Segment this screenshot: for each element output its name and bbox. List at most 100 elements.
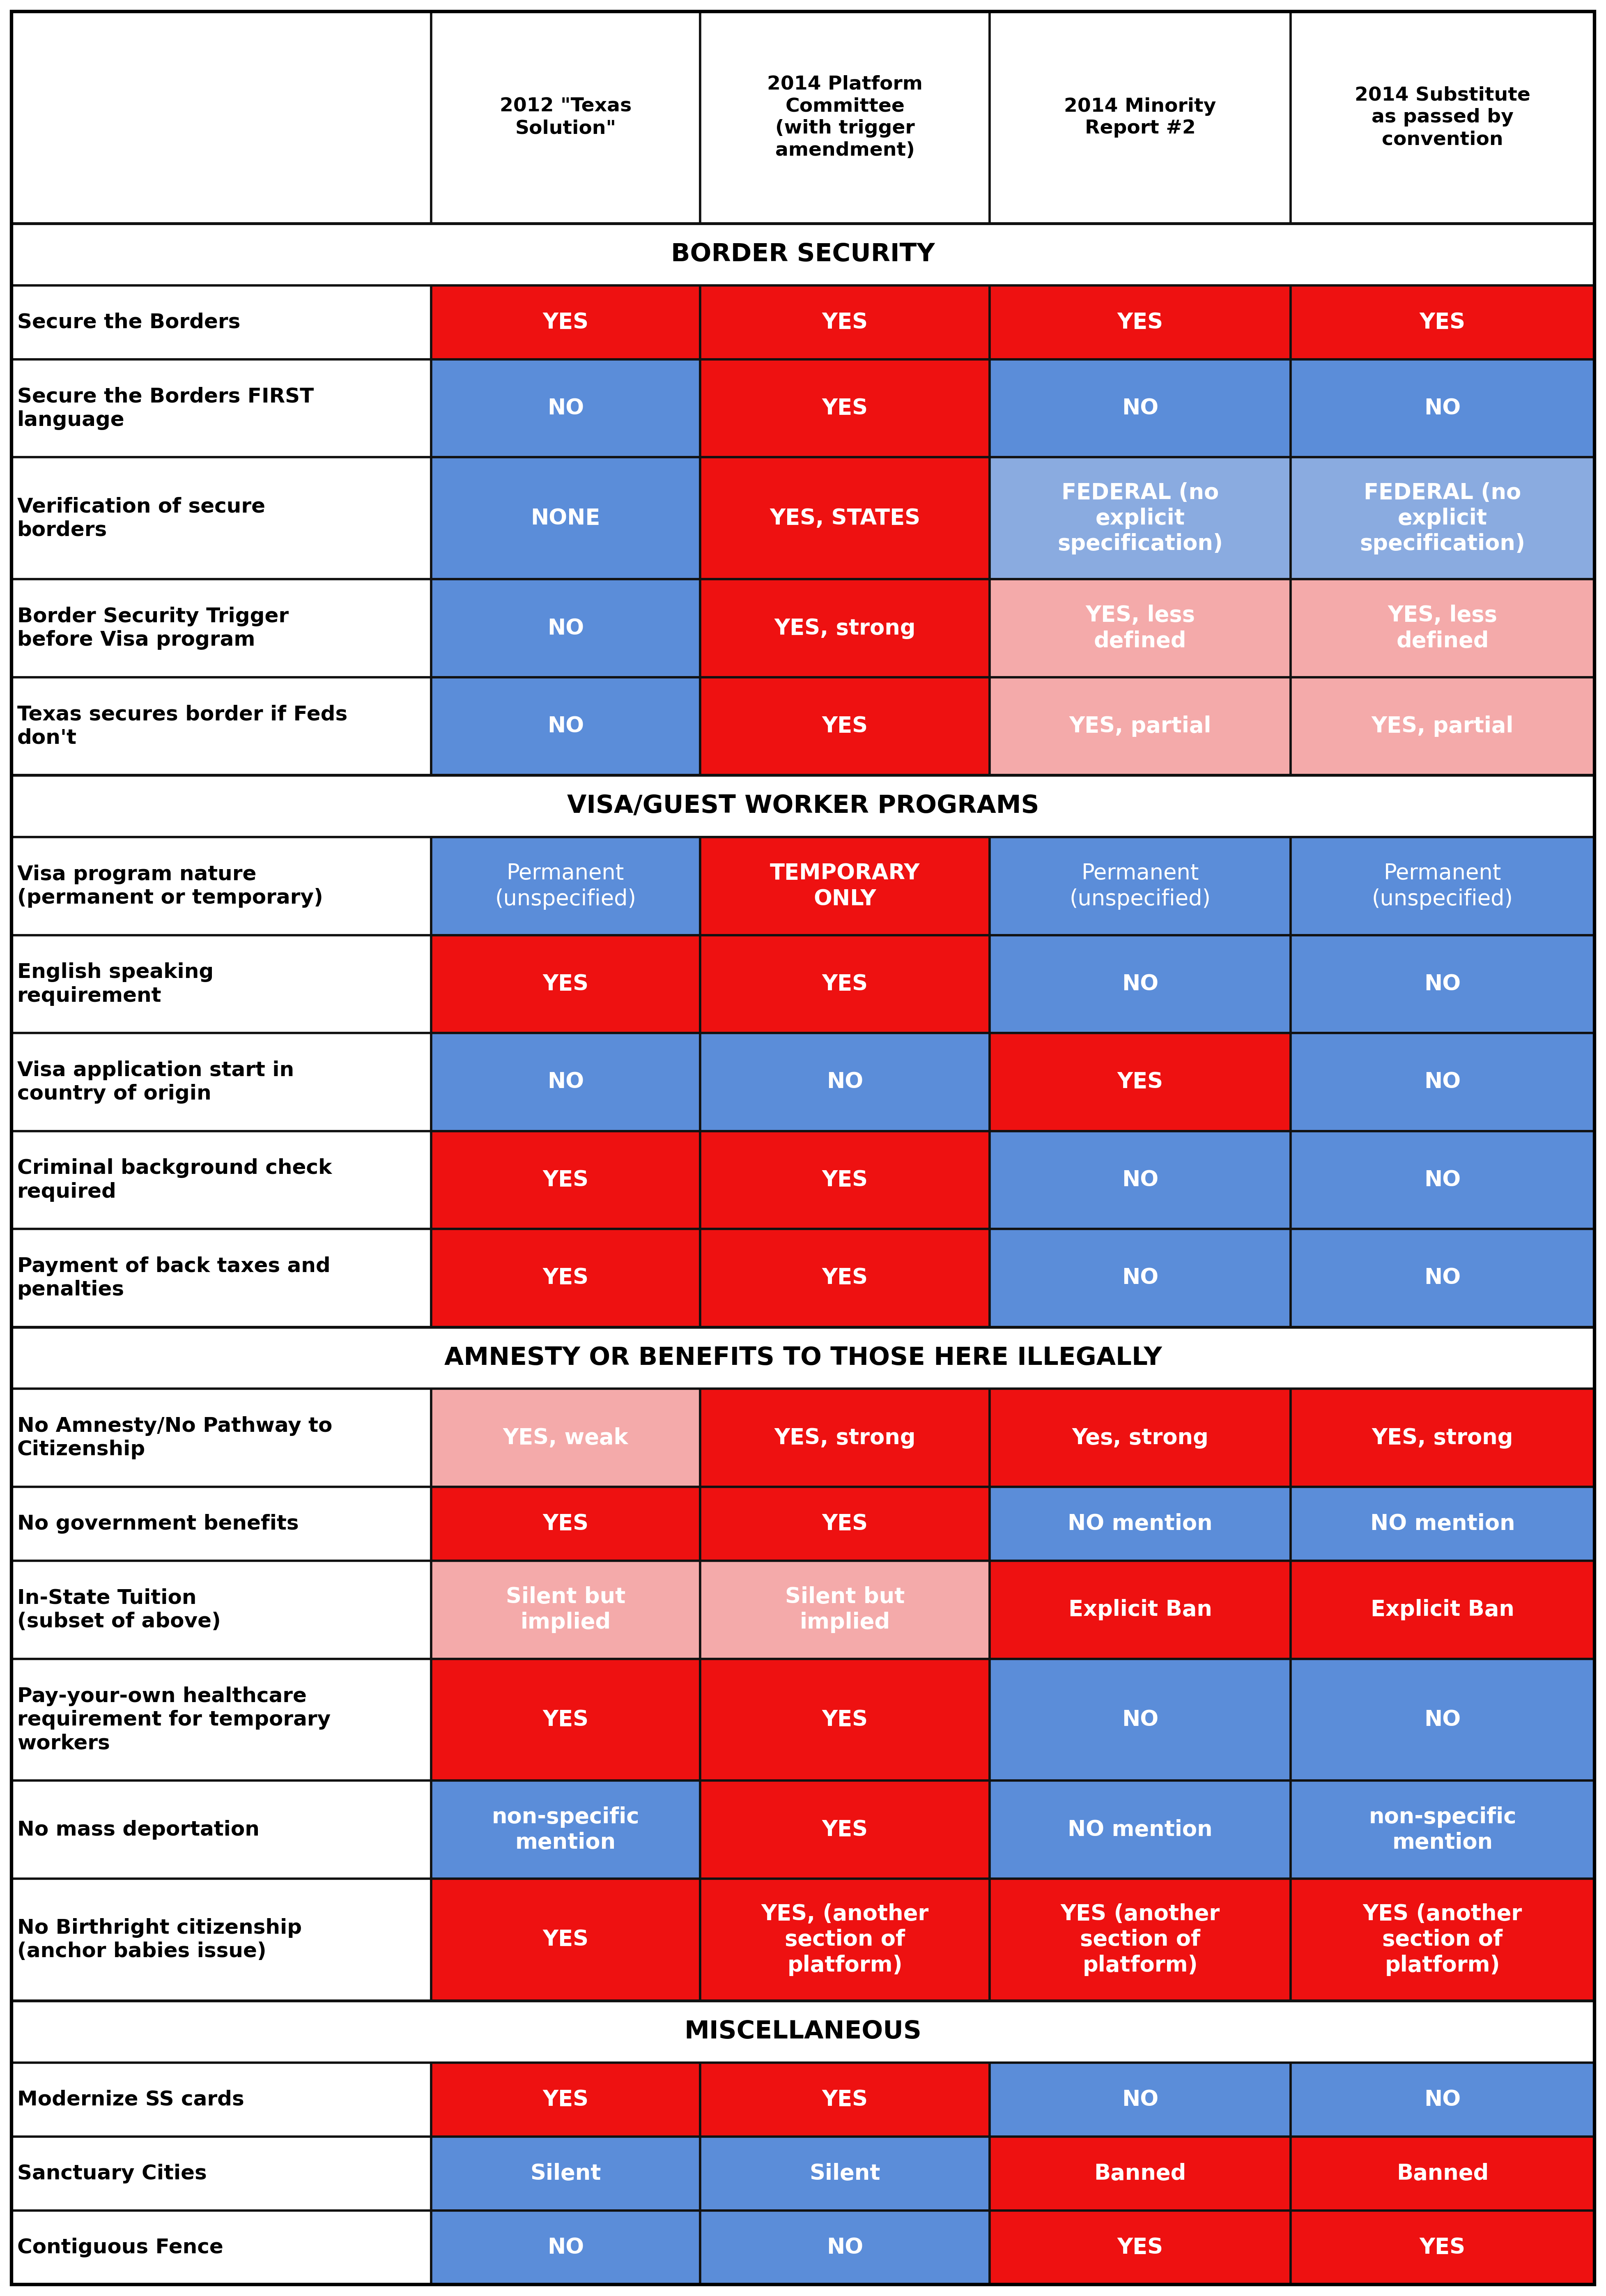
Bar [989, 838, 1291, 934]
Bar [989, 1658, 1291, 1782]
Bar [700, 1389, 989, 1488]
Text: BORDER SECURITY: BORDER SECURITY [671, 243, 935, 266]
Bar [11, 838, 430, 934]
Text: non-specific
mention: non-specific mention [491, 1807, 639, 1853]
Bar [989, 2211, 1291, 2285]
Bar [1291, 838, 1595, 934]
Text: YES, weak: YES, weak [503, 1428, 628, 1449]
Text: Texas secures border if Feds
don't: Texas secures border if Feds don't [18, 705, 347, 748]
Bar [700, 677, 989, 776]
Text: NO: NO [1425, 1708, 1461, 1731]
Text: NO mention: NO mention [1068, 1818, 1213, 1841]
Text: FEDERAL (no
explicit
specification): FEDERAL (no explicit specification) [1360, 482, 1526, 556]
Bar [11, 1878, 430, 2000]
Text: NO: NO [1123, 1267, 1158, 1288]
Bar [430, 838, 700, 934]
Text: Visa program nature
(permanent or temporary): Visa program nature (permanent or tempor… [18, 866, 323, 907]
Text: YES, strong: YES, strong [774, 1428, 915, 1449]
Text: NO: NO [1123, 1708, 1158, 1731]
Bar [989, 1132, 1291, 1228]
Bar [430, 360, 700, 457]
Bar [1291, 1488, 1595, 1561]
Bar [989, 2138, 1291, 2211]
Bar [11, 2138, 430, 2211]
Text: AMNESTY OR BENEFITS TO THOSE HERE ILLEGALLY: AMNESTY OR BENEFITS TO THOSE HERE ILLEGA… [445, 1345, 1161, 1371]
Text: Criminal background check
required: Criminal background check required [18, 1157, 332, 1201]
Text: Secure the Borders: Secure the Borders [18, 312, 241, 333]
Text: Explicit Ban: Explicit Ban [1068, 1598, 1213, 1621]
Text: English speaking
requirement: English speaking requirement [18, 962, 214, 1006]
Bar [989, 1228, 1291, 1327]
Text: YES, less
defined: YES, less defined [1086, 604, 1195, 652]
Bar [1291, 1389, 1595, 1488]
Text: YES: YES [1118, 1072, 1163, 1093]
Text: YES: YES [1420, 312, 1466, 333]
Text: YES, STATES: YES, STATES [769, 507, 920, 528]
Bar [11, 2211, 430, 2285]
Bar [700, 1878, 989, 2000]
Text: In-State Tuition
(subset of above): In-State Tuition (subset of above) [18, 1589, 220, 1632]
Text: Secure the Borders FIRST
language: Secure the Borders FIRST language [18, 386, 313, 429]
Text: Permanent
(unspecified): Permanent (unspecified) [495, 863, 636, 909]
Bar [989, 934, 1291, 1033]
Bar [989, 457, 1291, 579]
Bar [430, 2211, 700, 2285]
Bar [1291, 1782, 1595, 1878]
Text: NO mention: NO mention [1370, 1513, 1514, 1534]
Text: Explicit Ban: Explicit Ban [1370, 1598, 1514, 1621]
Text: YES: YES [822, 312, 867, 333]
Bar [989, 1782, 1291, 1878]
Bar [989, 677, 1291, 776]
Text: YES: YES [822, 1267, 867, 1288]
Text: 2012 "Texas
Solution": 2012 "Texas Solution" [499, 96, 631, 138]
Text: YES: YES [822, 397, 867, 418]
Text: YES, strong: YES, strong [774, 618, 915, 638]
Bar [989, 1488, 1291, 1561]
Text: YES: YES [822, 1708, 867, 1731]
Text: YES: YES [543, 1169, 588, 1192]
Bar [989, 2062, 1291, 2138]
Bar [1291, 2062, 1595, 2138]
Text: No Amnesty/No Pathway to
Citizenship: No Amnesty/No Pathway to Citizenship [18, 1417, 332, 1460]
Bar [11, 2062, 430, 2138]
Bar [1291, 2211, 1595, 2285]
Bar [11, 677, 430, 776]
Text: 2014 Platform
Committee
(with trigger
amendment): 2014 Platform Committee (with trigger am… [768, 76, 923, 161]
Text: Visa application start in
country of origin: Visa application start in country of ori… [18, 1061, 294, 1104]
Bar [11, 1389, 430, 1488]
Text: Contiguous Fence: Contiguous Fence [18, 2239, 223, 2257]
Text: Banned: Banned [1094, 2163, 1187, 2183]
Text: YES: YES [822, 1513, 867, 1534]
Text: NO mention: NO mention [1068, 1513, 1213, 1534]
Text: YES: YES [543, 1267, 588, 1288]
Bar [1291, 1658, 1595, 1782]
Text: NO: NO [1123, 1169, 1158, 1192]
Text: NO: NO [1123, 2089, 1158, 2110]
Text: Border Security Trigger
before Visa program: Border Security Trigger before Visa prog… [18, 606, 289, 650]
Bar [1291, 934, 1595, 1033]
Text: Payment of back taxes and
penalties: Payment of back taxes and penalties [18, 1256, 331, 1300]
Text: NO: NO [1425, 974, 1461, 994]
Bar [11, 457, 430, 579]
Text: NO: NO [548, 1072, 585, 1093]
Bar [430, 457, 700, 579]
Bar [700, 579, 989, 677]
Text: NO: NO [1425, 397, 1461, 418]
Bar [430, 2138, 700, 2211]
Text: YES: YES [822, 1818, 867, 1841]
Bar [1291, 1878, 1595, 2000]
Bar [430, 1488, 700, 1561]
Text: YES: YES [822, 2089, 867, 2110]
Bar [430, 1389, 700, 1488]
Bar [11, 2000, 1595, 2062]
Text: non-specific
mention: non-specific mention [1368, 1807, 1516, 1853]
Text: YES: YES [1118, 312, 1163, 333]
Text: YES: YES [1420, 2236, 1466, 2259]
Text: Silent: Silent [530, 2163, 601, 2183]
Bar [989, 360, 1291, 457]
Text: NO: NO [1123, 397, 1158, 418]
Text: TEMPORARY
ONLY: TEMPORARY ONLY [769, 863, 920, 909]
Bar [700, 2138, 989, 2211]
Bar [11, 360, 430, 457]
Bar [430, 1561, 700, 1658]
